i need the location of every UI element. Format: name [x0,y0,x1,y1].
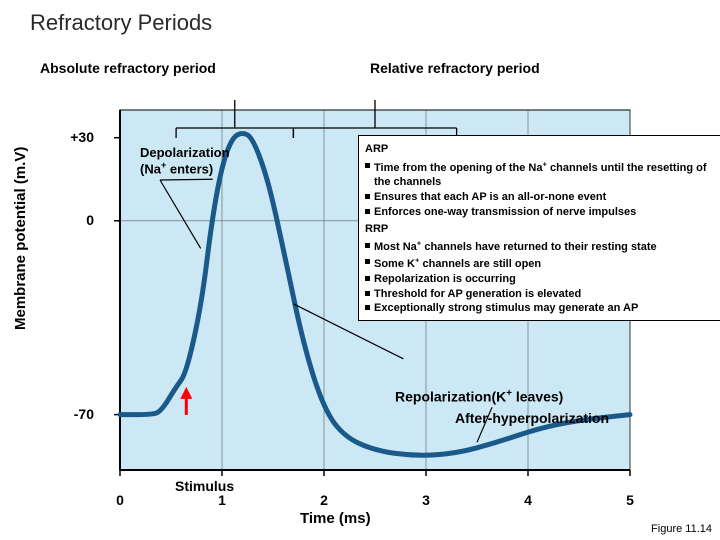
bullet-text: Most Na+ channels have returned to their… [374,239,657,256]
bullet-text: Enforces one-way transmission of nerve i… [374,205,636,220]
rrp-bullets: Most Na+ channels have returned to their… [365,239,720,317]
arp-bullets: Time from the opening of the Na+ channel… [365,159,720,220]
bullet-item: Exceptionally strong stimulus may genera… [365,301,720,316]
bullet-text: Some K+ channels are still open [374,255,541,272]
bullet-icon [365,291,370,296]
x-axis-title: Time (ms) [300,510,371,527]
bullet-icon [365,209,370,214]
bullet-icon [365,194,370,199]
figure-caption: Figure 11.14 [651,523,712,535]
stimulus-label: Stimulus [175,478,234,494]
bullet-item: Most Na+ channels have returned to their… [365,239,720,256]
y-tick-label: +30 [54,129,94,145]
bullet-text: Exceptionally strong stimulus may genera… [374,301,638,316]
bullet-text: Ensures that each AP is an all-or-none e… [374,190,606,205]
y-axis-title: Membrane potential (m.V) [12,147,29,330]
bullet-icon [365,305,370,310]
depolarization-line2b: enters) [166,161,213,176]
bullet-item: Ensures that each AP is an all-or-none e… [365,190,720,205]
bullet-text: Time from the opening of the Na+ channel… [374,159,720,190]
depolarization-line1: Depolarization [140,145,230,160]
bullet-text: Repolarization is occurring [374,272,516,287]
repolarization-tail: leaves) [512,389,563,405]
depolarization-line2a: (Na [140,161,161,176]
page-title: Refractory Periods [30,10,212,36]
bullet-item: Time from the opening of the Na+ channel… [365,159,720,190]
bullet-item: Some K+ channels are still open [365,255,720,272]
bullet-icon [365,243,370,248]
bullet-icon [365,163,370,168]
bullet-item: Enforces one-way transmission of nerve i… [365,205,720,220]
depolarization-label: Depolarization (Na+ enters) [140,145,270,176]
notes-box: ARP Time from the opening of the Na+ cha… [358,135,720,321]
repolarization-pre: Repolarization(K [395,389,506,405]
bullet-item: Threshold for AP generation is elevated [365,287,720,302]
after-hyperpolarization-label: After-hyperpolarization [455,410,609,426]
bullet-text: Threshold for AP generation is elevated [374,287,581,302]
absolute-refractory-period-label: Absolute refractory period [40,60,240,76]
bullet-item: Repolarization is occurring [365,272,720,287]
bullet-icon [365,276,370,281]
y-tick-label: -70 [54,406,94,422]
bullet-icon [365,259,370,264]
depolarization-leader [160,179,213,180]
rrp-header: RRP [365,222,720,237]
repolarization-label: Repolarization(K+ leaves) [395,388,563,405]
relative-refractory-period-label: Relative refractory period [370,60,570,76]
arp-header: ARP [365,142,720,157]
y-tick-label: 0 [54,212,94,228]
